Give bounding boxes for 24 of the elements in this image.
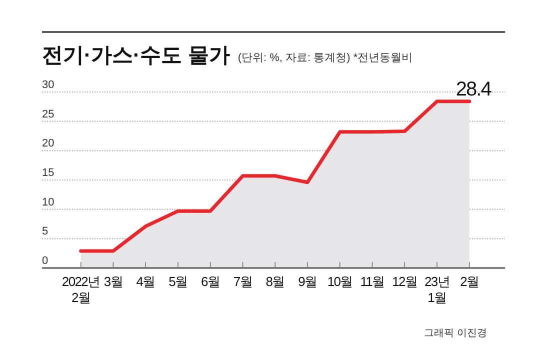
x-tick-label: 8월: [266, 274, 284, 289]
x-tick-label: 7월: [233, 274, 252, 289]
y-tick-label: 0: [42, 255, 48, 267]
chart-title: 전기·가스·수도 물가: [42, 44, 230, 67]
chart-subtitle: (단위: %, 자료: 통계청) *전년동월비: [238, 52, 413, 64]
y-tick-label: 15: [42, 167, 54, 179]
data-label: 28.4: [456, 78, 492, 100]
y-tick-label: 10: [42, 196, 54, 208]
x-tick-label: 10월: [327, 274, 352, 289]
x-tick-label: 2022년 2월: [62, 274, 100, 305]
x-tick-label: 6월: [201, 274, 220, 289]
x-tick-label: 4월: [136, 274, 155, 289]
x-tick-label: 2월: [460, 274, 479, 289]
x-tick-label: 23년 1월: [424, 274, 450, 305]
text: 그래픽 이진경: [424, 328, 487, 339]
y-tick-label: 25: [42, 108, 54, 120]
y-tick-label: 30: [42, 79, 54, 91]
y-tick-label: 5: [42, 226, 48, 238]
x-tick-label: 11월: [360, 274, 384, 289]
x-tick-label: 5월: [168, 274, 188, 289]
x-tick-label: 12월: [392, 274, 418, 289]
x-tick-label: 9월: [298, 274, 317, 289]
y-tick-label: 20: [42, 138, 54, 150]
x-tick-label: 3월: [104, 274, 123, 289]
